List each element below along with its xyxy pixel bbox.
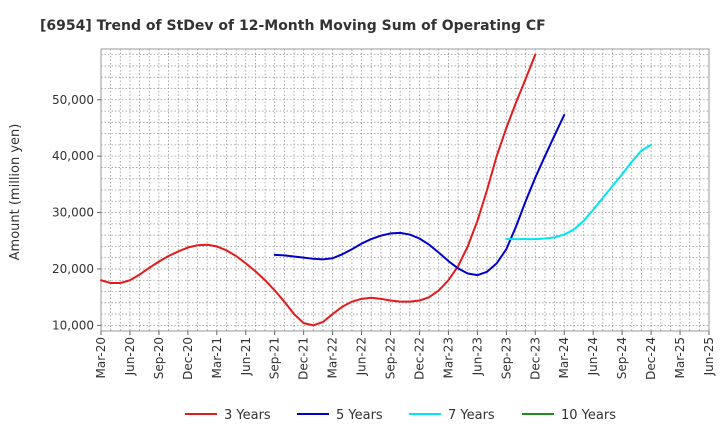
series-line-3-years: [100, 53, 537, 327]
legend-label: 3 Years: [224, 408, 271, 423]
legend-label: 5 Years: [336, 408, 383, 423]
x-tick-label: Mar-21: [210, 337, 224, 378]
x-tick-label: Dec-22: [412, 337, 426, 380]
series-line-5-years: [273, 113, 566, 277]
x-tick-label: Sep-21: [268, 337, 282, 379]
y-axis-label: Amount (million yen): [8, 124, 23, 261]
x-tick-label: Jun-20: [123, 337, 137, 376]
legend-label: 10 Years: [561, 408, 616, 423]
x-tick-label: Sep-22: [384, 337, 398, 379]
legend-label: 7 Years: [448, 408, 495, 423]
x-tick-label: Jun-21: [239, 337, 253, 376]
x-tick-label: Sep-24: [615, 337, 629, 379]
legend: 3 Years 5 Years 7 Years 10 Years: [185, 408, 616, 423]
x-tick-label: Mar-24: [557, 337, 571, 378]
y-tick-labels: 10,000 20,000 30,000 40,000 50,000: [52, 93, 101, 332]
x-tick-label: Jun-25: [702, 337, 716, 376]
x-tick-labels: Mar-20 Jun-20 Sep-20 Dec-20 Mar-21 Jun-21 Sep-…: [94, 331, 716, 380]
x-tick-label: Mar-22: [326, 337, 340, 378]
x-tick-label: Dec-21: [297, 337, 311, 380]
y-tick-label: 10,000: [52, 318, 94, 332]
plot-area: [100, 48, 710, 332]
x-tick-label: Sep-20: [152, 337, 166, 379]
x-tick-label: Jun-24: [586, 337, 600, 376]
series-lines: [100, 53, 653, 327]
y-tick-label: 20,000: [52, 262, 94, 276]
y-tick-label: 40,000: [52, 149, 94, 163]
y-tick-label: 30,000: [52, 206, 94, 220]
x-tick-label: Jun-22: [355, 337, 369, 376]
x-tick-label: Dec-23: [528, 337, 542, 380]
series-line-7-years: [505, 143, 653, 241]
chart-title: [6954] Trend of StDev of 12-Month Moving…: [40, 18, 546, 34]
x-tick-label: Dec-20: [181, 337, 195, 380]
x-tick-label: Mar-25: [673, 337, 687, 378]
x-tick-label: Jun-23: [470, 337, 484, 376]
x-tick-label: Mar-20: [94, 337, 108, 378]
x-tick-label: Mar-23: [441, 337, 455, 378]
x-tick-label: Dec-24: [644, 337, 658, 380]
x-tick-label: Sep-23: [499, 337, 513, 379]
y-tick-label: 50,000: [52, 93, 94, 107]
